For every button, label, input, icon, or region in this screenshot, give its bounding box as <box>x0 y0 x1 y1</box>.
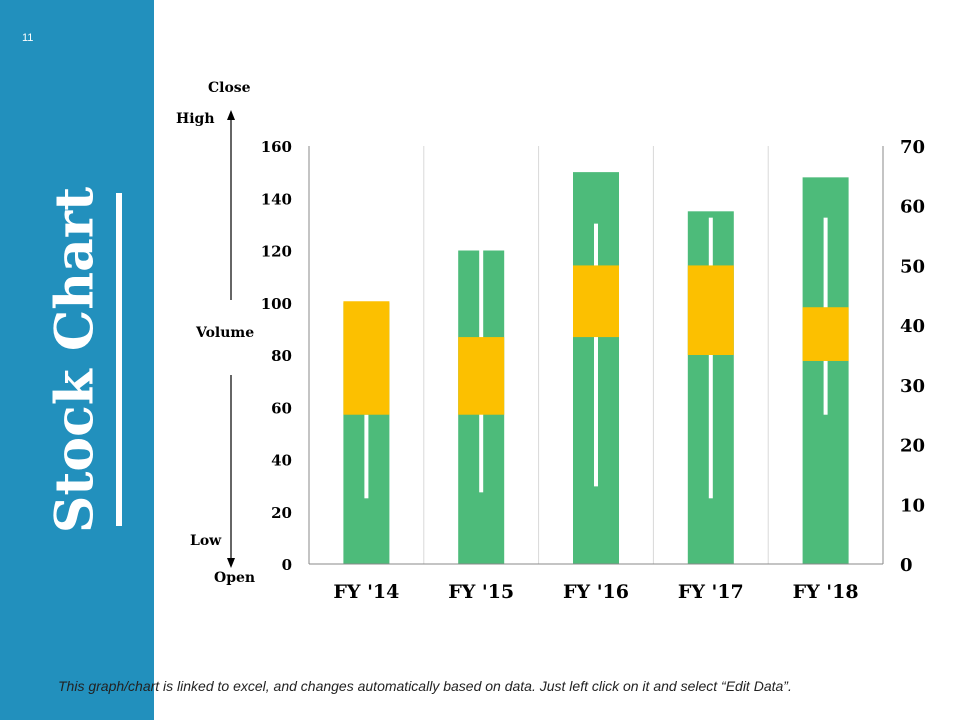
title-underline <box>116 193 122 526</box>
left-tick-label: 0 <box>282 556 292 574</box>
high-low-wick <box>708 217 713 499</box>
left-tick-label: 40 <box>271 452 292 470</box>
right-tick-label: 20 <box>900 436 925 457</box>
open-close-body <box>573 265 619 338</box>
label-close: Close <box>208 80 251 96</box>
chart-gridlines <box>423 146 769 564</box>
open-close-body <box>458 337 505 415</box>
x-tick-label: FY '16 <box>563 581 629 603</box>
high-low-wick <box>594 223 598 487</box>
x-tick-label: FY '14 <box>333 581 399 603</box>
left-tick-label: 120 <box>261 243 292 261</box>
left-tick-label: 140 <box>261 190 292 208</box>
chart-candles <box>343 217 849 499</box>
open-close-body <box>687 265 734 355</box>
chart-labels: FY '14 FY '15 FY '16 FY '17 FY '18 0 20 40 60 80 1… <box>261 137 925 603</box>
left-tick-label: 20 <box>271 504 292 522</box>
x-tick-label: FY '18 <box>793 581 859 603</box>
high-low-arrow <box>227 110 235 568</box>
right-tick-label: 70 <box>900 137 925 158</box>
open-close-body <box>343 301 390 415</box>
label-open: Open <box>214 570 256 586</box>
label-low: Low <box>190 533 222 549</box>
high-low-wick <box>364 414 369 499</box>
sidebar-panel: 11 Stock Chart <box>0 0 154 720</box>
label-volume: Volume <box>196 325 255 341</box>
left-tick-label: 60 <box>271 399 292 417</box>
x-tick-label: FY '17 <box>678 581 744 603</box>
open-close-body <box>802 307 849 361</box>
footer-note: This graph/chart is linked to excel, and… <box>58 678 792 694</box>
x-tick-label: FY '15 <box>448 581 514 603</box>
right-tick-label: 60 <box>900 197 925 218</box>
chart-axes <box>308 146 884 565</box>
left-tick-label: 100 <box>261 295 292 313</box>
slide-number: 11 <box>22 32 34 44</box>
right-tick-label: 50 <box>900 256 925 277</box>
right-tick-label: 10 <box>900 495 925 516</box>
right-tick-label: 0 <box>900 555 913 576</box>
right-tick-label: 40 <box>900 316 925 337</box>
right-tick-label: 30 <box>900 376 925 397</box>
stock-chart: FY '14 FY '15 FY '16 FY '17 FY '18 0 20 40 60 80 1… <box>261 137 925 603</box>
left-tick-label: 160 <box>261 138 292 156</box>
label-high: High <box>176 111 215 127</box>
left-tick-label: 80 <box>271 347 292 365</box>
